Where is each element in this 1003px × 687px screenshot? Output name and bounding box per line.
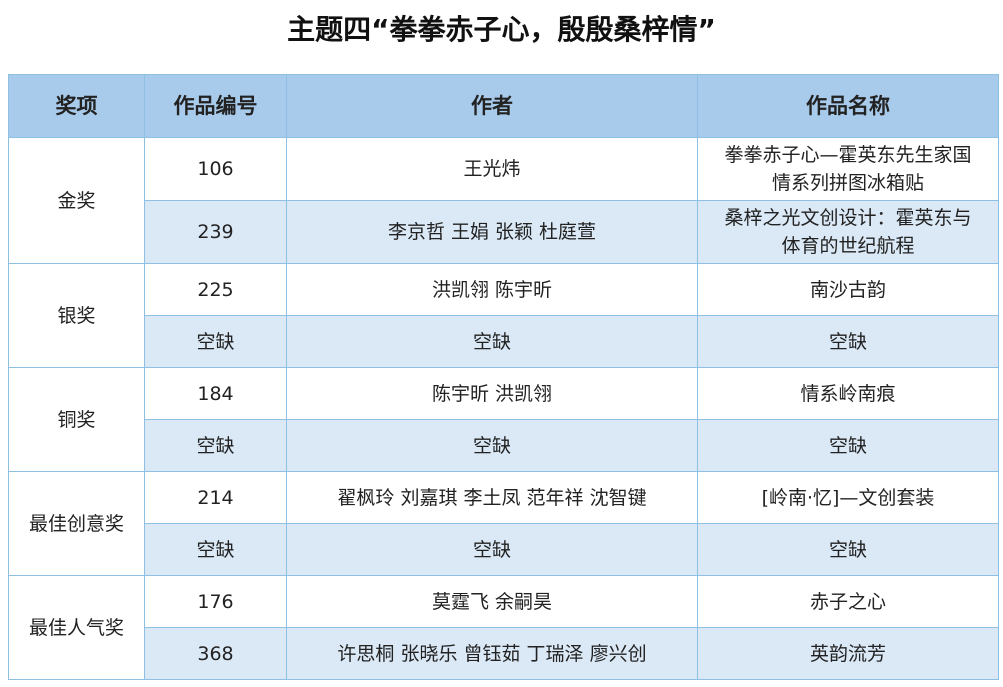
table-row: 金奖 106 王光炜 拳拳赤子心—霍英东先生家国情系列拼图冰箱贴 [8, 137, 999, 264]
authors-cell: 空缺 [286, 315, 698, 368]
header-award: 奖项 [8, 74, 145, 138]
work-name-cell: 空缺 [697, 315, 999, 368]
id-cell: 空缺 [144, 523, 287, 576]
authors-cell: 许思桐 张晓乐 曾钰茹 丁瑞泽 廖兴创 [286, 627, 698, 680]
id-cell: 空缺 [144, 419, 287, 472]
header-name: 作品名称 [697, 74, 999, 138]
page-title: 主题四“拳拳赤子心，殷殷桑梓情” [287, 13, 716, 46]
id-cell: 176 [144, 575, 287, 628]
work-name-cell: 空缺 [697, 419, 999, 472]
table-row: 最佳人气奖 176 莫霆飞 余嗣昊 赤子之心 [8, 575, 999, 680]
authors-cell: 翟枫玲 刘嘉琪 李土凤 范年祥 沈智键 [286, 471, 698, 524]
work-name-cell: 空缺 [697, 523, 999, 576]
award-cell: 金奖 [8, 137, 145, 264]
work-name-cell: 赤子之心 [697, 575, 999, 628]
id-cell: 368 [144, 627, 287, 680]
header-id: 作品编号 [144, 74, 287, 138]
table-row: 最佳创意奖 214 翟枫玲 刘嘉琪 李土凤 范年祥 沈智键 [岭南·忆]—文创套装 [8, 471, 999, 576]
table-header-row: 奖项 作品编号 作者 作品名称 [8, 74, 999, 138]
awards-table: 奖项 作品编号 作者 作品名称 金奖 106 王光炜 拳拳赤子心—霍英东先生家国情系列… [8, 74, 999, 680]
work-name-cell: 情系岭南痕 [697, 367, 999, 420]
work-name-cell: [岭南·忆]—文创套装 [697, 471, 999, 524]
award-cell: 最佳创意奖 [8, 471, 145, 576]
table-row: 368 许思桐 张晓乐 曾钰茹 丁瑞泽 廖兴创 英韵流芳 [9, 627, 999, 680]
authors-cell: 空缺 [286, 419, 698, 472]
authors-cell: 莫霆飞 余嗣昊 [286, 575, 698, 628]
table-row: 空缺 空缺 空缺 [9, 315, 999, 368]
authors-cell: 空缺 [286, 523, 698, 576]
award-cell: 铜奖 [8, 367, 145, 472]
table-row: 空缺 空缺 空缺 [9, 523, 999, 576]
work-name-cell: 英韵流芳 [697, 627, 999, 680]
work-name-cell: 桑梓之光文创设计：霍英东与体育的世纪航程 [697, 200, 999, 264]
id-cell: 106 [144, 137, 287, 201]
award-cell: 银奖 [8, 263, 145, 368]
table-row: 239 李京哲 王娟 张颖 杜庭萱 桑梓之光文创设计：霍英东与体育的世纪航程 [9, 200, 999, 264]
id-cell: 225 [144, 263, 287, 316]
work-name-cell: 拳拳赤子心—霍英东先生家国情系列拼图冰箱贴 [697, 137, 999, 201]
work-name-cell: 南沙古韵 [697, 263, 999, 316]
award-cell: 最佳人气奖 [8, 575, 145, 680]
authors-cell: 洪凯翎 陈宇昕 [286, 263, 698, 316]
table-row: 银奖 225 洪凯翎 陈宇昕 南沙古韵 [8, 263, 999, 368]
id-cell: 214 [144, 471, 287, 524]
authors-cell: 王光炜 [286, 137, 698, 201]
id-cell: 239 [144, 200, 287, 264]
header-authors: 作者 [286, 74, 698, 138]
authors-cell: 李京哲 王娟 张颖 杜庭萱 [286, 200, 698, 264]
id-cell: 184 [144, 367, 287, 420]
authors-cell: 陈宇昕 洪凯翎 [286, 367, 698, 420]
table-row: 铜奖 184 陈宇昕 洪凯翎 情系岭南痕 [8, 367, 999, 472]
id-cell: 空缺 [144, 315, 287, 368]
table-row: 空缺 空缺 空缺 [9, 419, 999, 472]
